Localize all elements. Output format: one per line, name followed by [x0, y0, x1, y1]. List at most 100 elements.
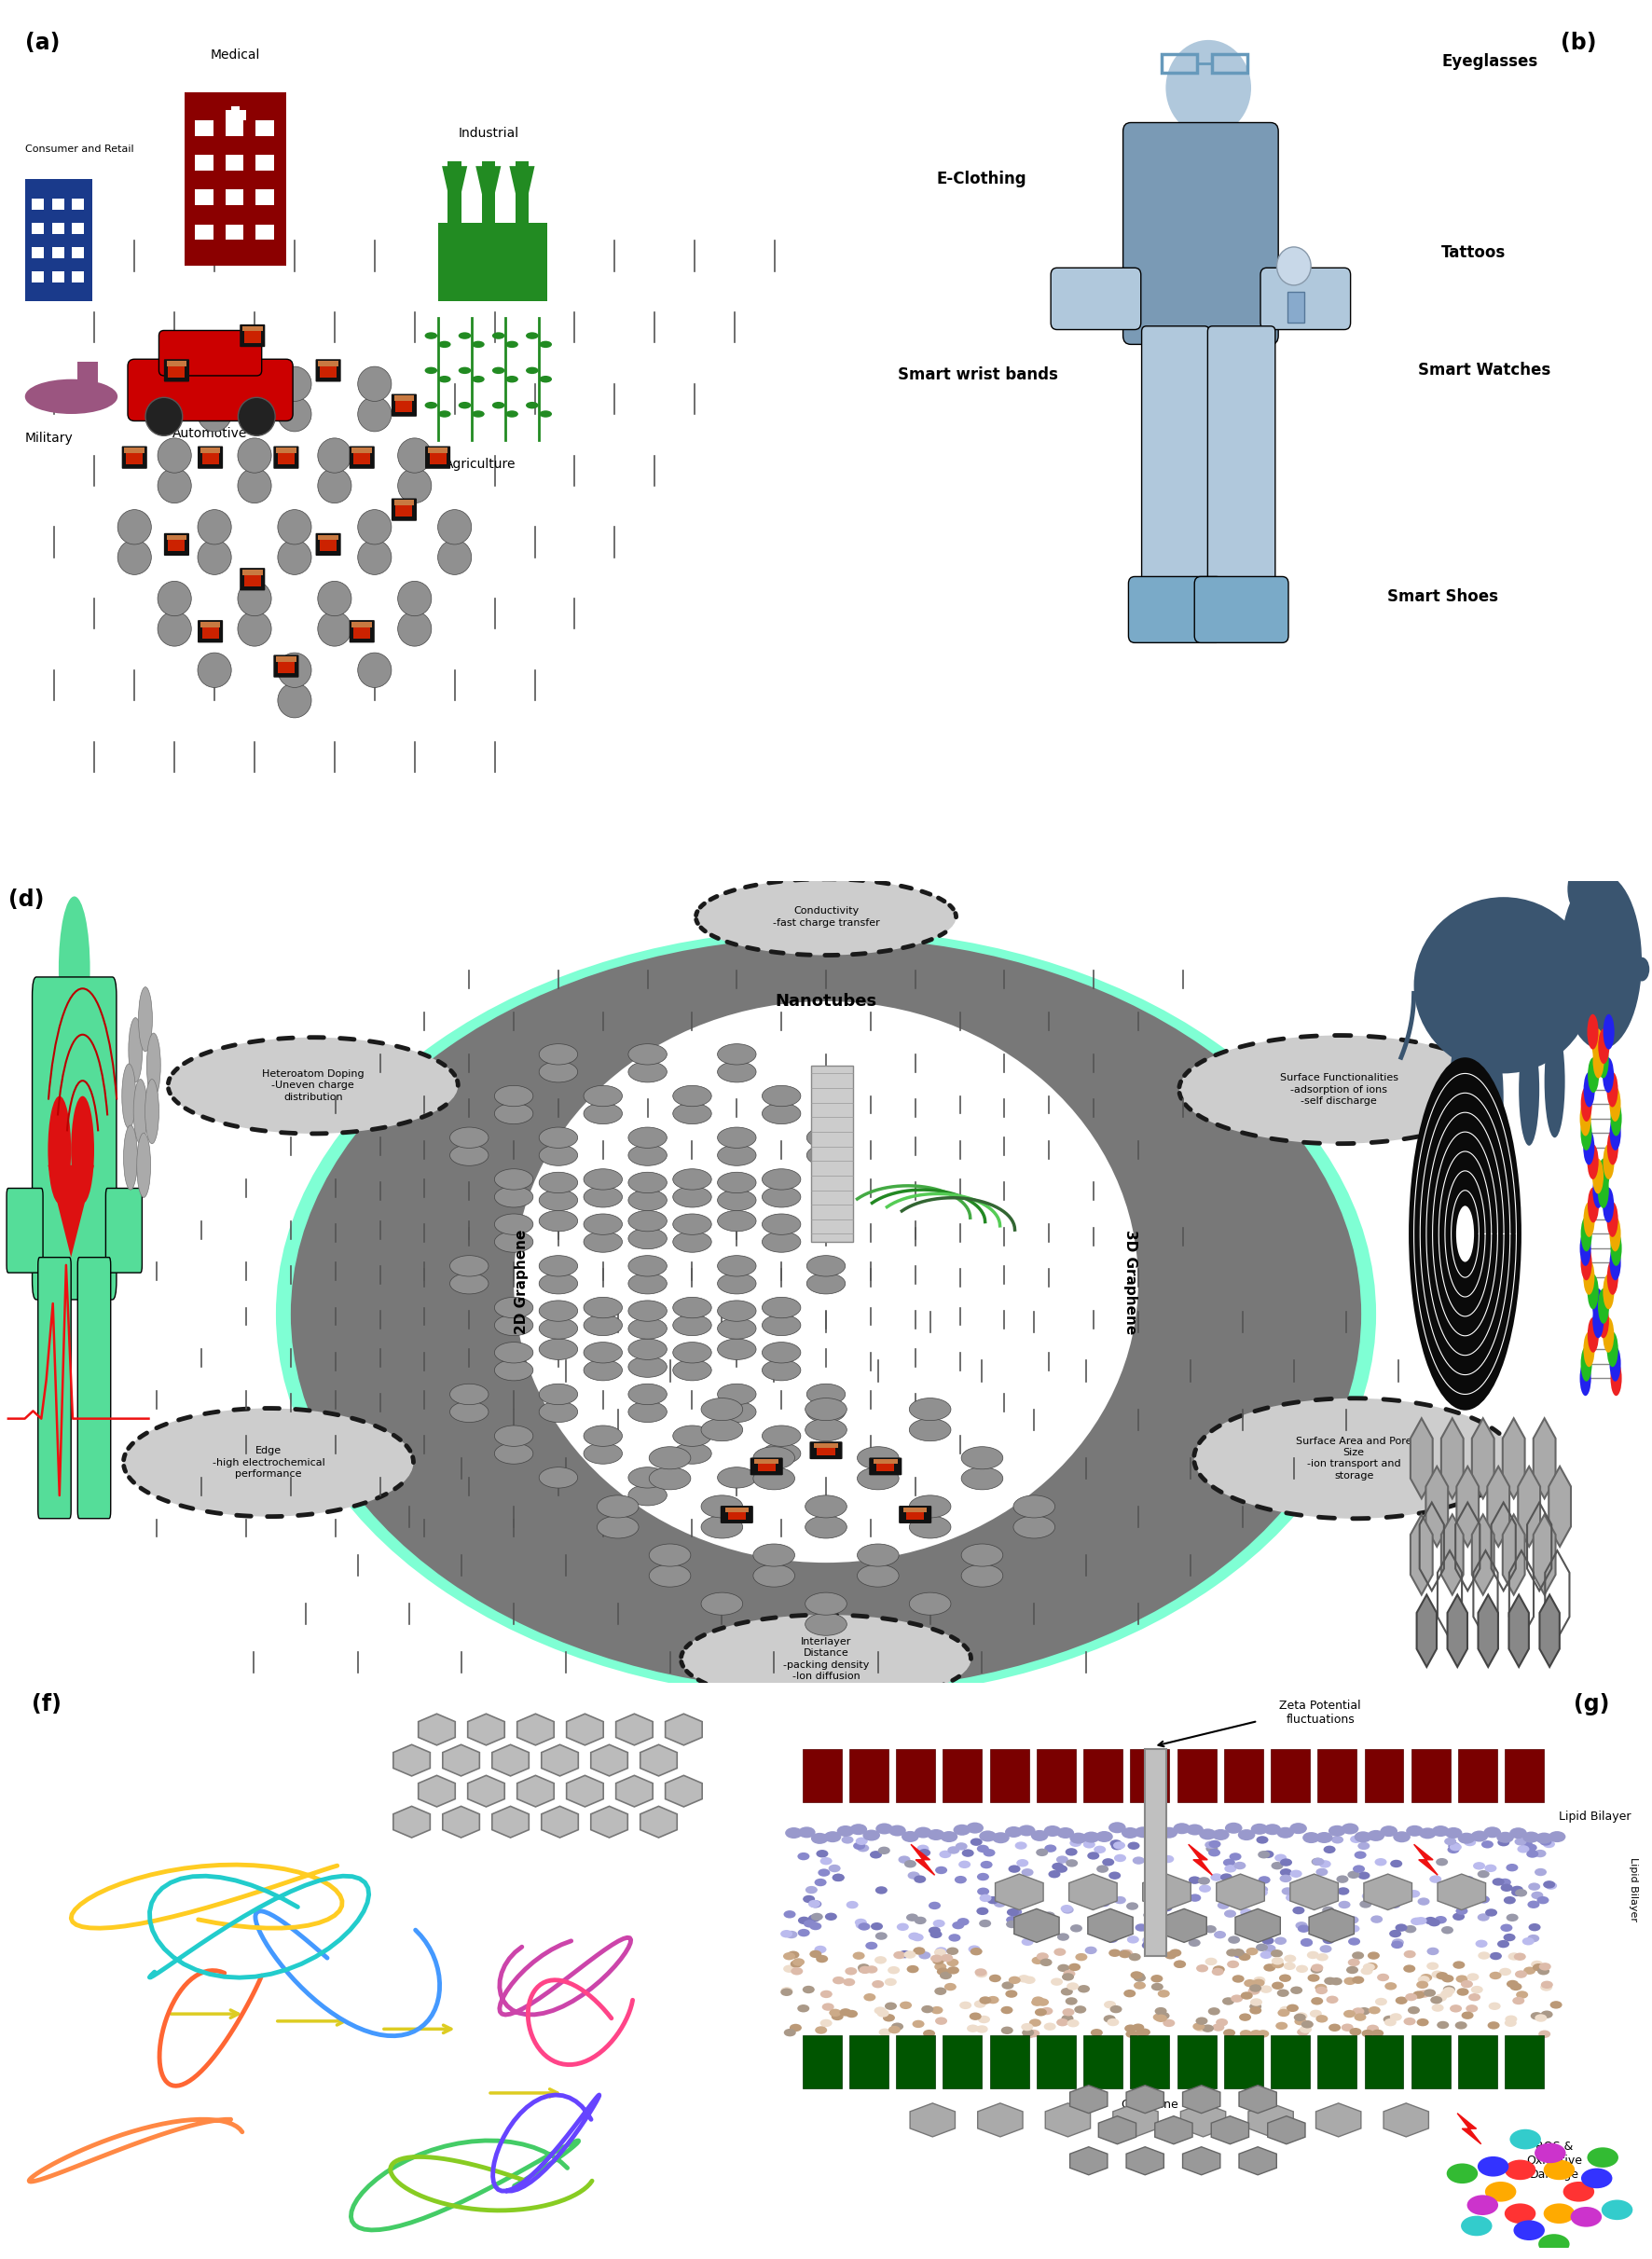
Text: Lipid Bilayer: Lipid Bilayer [1629, 1857, 1637, 1922]
Bar [803, 2035, 841, 2087]
Circle shape [1550, 2001, 1563, 2008]
Circle shape [762, 1342, 801, 1362]
Text: Heteroatom Doping
-Uneven charge
distribution: Heteroatom Doping -Uneven charge distrib… [263, 1069, 363, 1102]
Text: (c): (c) [765, 886, 798, 908]
Circle shape [583, 1087, 623, 1107]
Text: (a): (a) [25, 32, 59, 54]
Circle shape [1213, 2024, 1224, 2031]
Circle shape [976, 2026, 988, 2033]
Circle shape [1543, 1882, 1555, 1889]
Bar [1270, 1748, 1310, 1803]
FancyBboxPatch shape [127, 359, 292, 420]
Text: Interlayer
Distance
-packing density
-Ion diffusion: Interlayer Distance -packing density -Io… [783, 1638, 869, 1681]
Bar [755, 1459, 778, 1464]
Circle shape [1208, 1848, 1221, 1857]
Circle shape [781, 1988, 793, 1995]
Circle shape [852, 1952, 864, 1959]
Circle shape [117, 540, 152, 574]
Circle shape [1543, 2160, 1574, 2180]
Circle shape [1208, 2008, 1221, 2015]
Circle shape [762, 1315, 801, 1335]
Bar [725, 1507, 748, 1511]
Circle shape [1127, 1936, 1140, 1943]
Circle shape [1487, 2022, 1500, 2029]
Circle shape [1151, 1974, 1163, 1983]
Circle shape [1513, 1952, 1526, 1961]
Text: (d): (d) [8, 888, 45, 910]
Circle shape [1239, 2031, 1252, 2038]
Circle shape [1077, 1986, 1090, 1992]
Ellipse shape [514, 1001, 1138, 1563]
Circle shape [1188, 1938, 1201, 1947]
Circle shape [889, 1825, 905, 1837]
Circle shape [628, 1062, 667, 1082]
Circle shape [1607, 1130, 1619, 1166]
Circle shape [628, 1355, 667, 1378]
Circle shape [819, 1857, 833, 1866]
Circle shape [904, 1859, 917, 1868]
Circle shape [139, 987, 152, 1050]
Ellipse shape [472, 375, 484, 382]
Circle shape [1049, 1870, 1061, 1877]
Circle shape [672, 1315, 712, 1335]
Circle shape [1525, 1843, 1536, 1852]
Circle shape [1052, 1864, 1064, 1870]
Text: (f): (f) [31, 1692, 61, 1715]
Ellipse shape [492, 366, 506, 375]
Circle shape [1046, 1922, 1059, 1931]
FancyBboxPatch shape [349, 619, 375, 644]
Circle shape [1307, 1974, 1320, 1981]
Circle shape [1597, 1288, 1609, 1324]
Circle shape [198, 540, 231, 574]
Ellipse shape [695, 879, 957, 956]
Ellipse shape [291, 937, 1361, 1692]
Circle shape [1277, 1828, 1294, 1839]
Circle shape [238, 581, 271, 617]
Circle shape [628, 1229, 667, 1249]
Circle shape [917, 1846, 928, 1852]
Circle shape [1417, 1898, 1429, 1904]
Circle shape [1325, 1934, 1336, 1940]
Bar [256, 120, 274, 136]
Circle shape [1470, 1986, 1483, 1995]
Circle shape [1222, 2029, 1236, 2038]
Circle shape [1477, 1913, 1490, 1920]
Polygon shape [567, 1776, 603, 1807]
Circle shape [1526, 1934, 1540, 1943]
Polygon shape [1239, 2085, 1277, 2112]
Polygon shape [1540, 1595, 1559, 1667]
Circle shape [783, 1965, 795, 1972]
Circle shape [1143, 1911, 1155, 1918]
Circle shape [805, 1516, 847, 1538]
Polygon shape [591, 1807, 628, 1837]
Circle shape [1498, 1879, 1512, 1886]
Circle shape [1161, 1875, 1175, 1884]
Bar [169, 538, 185, 551]
Circle shape [1290, 1870, 1302, 1877]
Circle shape [1213, 1965, 1224, 1974]
Circle shape [798, 1852, 809, 1859]
Bar [1459, 1748, 1497, 1803]
Circle shape [1051, 1979, 1062, 1986]
Circle shape [1218, 1902, 1229, 1909]
Circle shape [449, 1145, 489, 1166]
Circle shape [717, 1274, 757, 1294]
Circle shape [1436, 1972, 1449, 1979]
Circle shape [1062, 1907, 1074, 1913]
Bar [73, 199, 84, 210]
Circle shape [583, 1315, 623, 1335]
Text: 3D Graphene: 3D Graphene [1123, 1229, 1138, 1335]
Circle shape [1066, 1848, 1077, 1857]
Circle shape [1374, 1997, 1388, 2006]
Circle shape [887, 1965, 900, 1974]
Circle shape [1597, 1044, 1609, 1078]
Bar [396, 398, 413, 411]
FancyBboxPatch shape [240, 325, 264, 348]
Circle shape [1006, 1916, 1018, 1925]
FancyBboxPatch shape [809, 1441, 843, 1459]
Circle shape [1089, 1922, 1100, 1931]
Circle shape [1170, 1950, 1181, 1956]
Circle shape [1158, 2013, 1170, 2020]
Circle shape [1133, 1974, 1146, 1981]
Circle shape [1227, 1961, 1239, 1968]
